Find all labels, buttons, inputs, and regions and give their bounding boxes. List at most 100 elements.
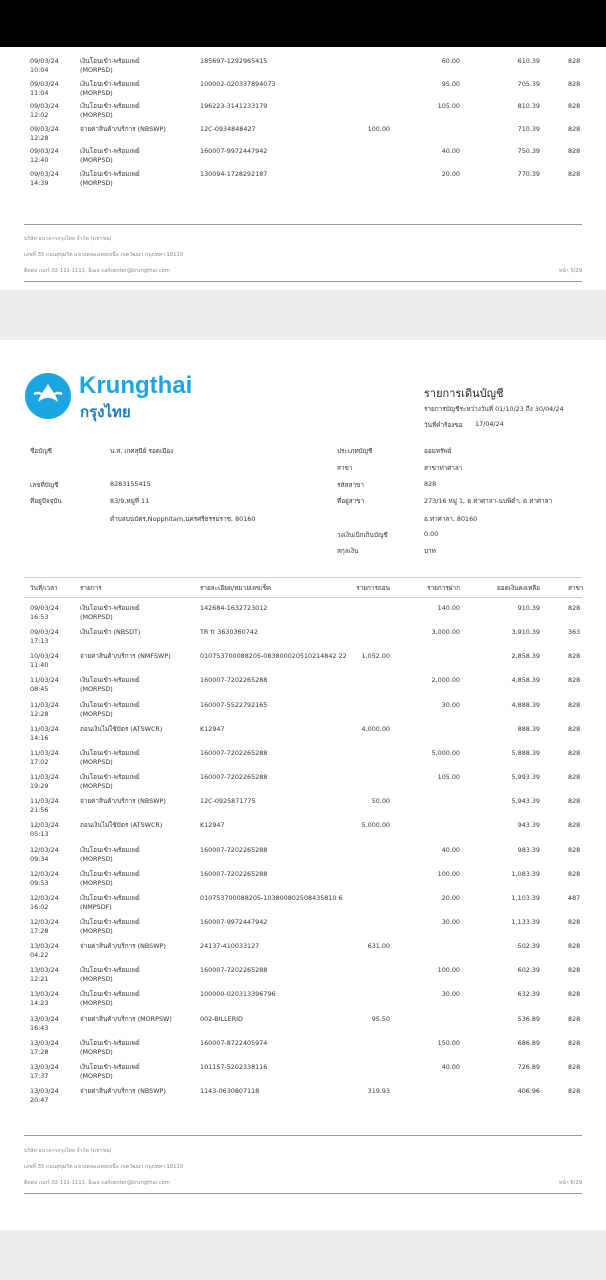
row-date: 11/03/24	[30, 724, 59, 733]
row-time: 12:28	[30, 709, 49, 718]
row-type: จ่ายค่าสินค้า/บริการ (NBSWP)	[80, 1087, 166, 1095]
row-detail: 160007-8722405974	[200, 1038, 268, 1047]
table-row: 11/03/24 08:45 เงินโอนเข้า-พร้อมเพย์ (MORPS…	[0, 676, 606, 700]
row-branch: 828	[568, 676, 581, 685]
row-time: 17:28	[30, 926, 49, 935]
row-balance: 726.89	[517, 1062, 540, 1071]
row-deposit: 3,000.00	[431, 628, 460, 637]
row-branch: 828	[568, 990, 581, 999]
row-balance: 705.39	[517, 79, 540, 88]
row-branch: 828	[568, 821, 581, 830]
account-type: ออมทรัพย์	[424, 447, 452, 455]
row-withdraw: 95.50	[371, 1014, 390, 1023]
row-detail: 002-BILLERID	[200, 1014, 243, 1023]
row-balance: 686.89	[517, 1038, 540, 1047]
row-type: เงินโอนเข้า-พร้อมเพย์	[80, 79, 140, 88]
row-deposit: 150.00	[437, 1038, 460, 1047]
row-time: 09:34	[30, 854, 49, 863]
row-type: เงินโอนเข้า-พร้อมเพย์	[80, 893, 140, 902]
table-row: 12/03/24 09:53 เงินโอนเข้า-พร้อมเพย์ (MORPS…	[0, 870, 606, 894]
account-no: 8283155415	[110, 480, 151, 488]
krungthai-logo: Krungthai กรุงไทย	[24, 370, 194, 425]
row-branch: 828	[568, 1087, 581, 1095]
row-type: เงินโอนเข้า-พร้อมเพย์	[80, 169, 140, 178]
row-deposit: 2,000.00	[431, 676, 460, 685]
row-branch: 828	[568, 724, 581, 733]
row-detail: 160007-5522792165	[200, 700, 268, 709]
footer-company: บริษัท ธนาคารกรุงไทย จำกัด (มหาชน)	[24, 236, 112, 242]
row-type: จ่ายค่าสินค้า/บริการ (NMFSWP)	[80, 652, 171, 661]
row-withdraw: 4,000.00	[361, 724, 390, 733]
row-deposit: 40.00	[441, 845, 460, 854]
row-code: (MORPSD)	[80, 757, 113, 766]
row-time: 12:21	[30, 975, 49, 984]
row-detail: K12947	[200, 724, 225, 733]
row-time: 04:22	[30, 951, 49, 960]
col-balance: ยอดเงินคงเหลือ	[497, 584, 540, 592]
row-time: 17:37	[30, 1071, 49, 1080]
table-row: 09/03/24 12:28 จ่ายค่าสินค้า/บริการ (NBSWP…	[0, 125, 606, 149]
row-withdraw: 50.00	[371, 797, 390, 806]
row-code: (MORPSD)	[80, 66, 113, 74]
branch-address-line1: 273/16 หมู่ 1, ต.ท่าศาลา-นบพิตำ, ต.ท่าศา…	[424, 497, 553, 505]
table-row: 13/03/24 04:22 จ่ายค่าสินค้า/บริการ (NBSWP…	[0, 942, 606, 966]
row-date: 09/03/24	[30, 57, 59, 65]
row-type: เงินโอนเข้า-พร้อมเพย์	[80, 147, 140, 155]
row-time: 14:16	[30, 733, 49, 742]
row-date: 12/03/24	[30, 821, 59, 830]
row-detail: K12947	[200, 821, 225, 830]
row-balance: 602.39	[517, 966, 540, 975]
row-branch: 363	[568, 628, 581, 637]
row-detail: 160007-7202265288	[200, 869, 268, 878]
krungthai-bird-icon	[25, 373, 71, 419]
table-row: 09/03/24 16:53 เงินโอนเข้า-พร้อมเพย์ (MORPS…	[0, 604, 606, 628]
row-balance: 4,858.39	[511, 676, 540, 685]
row-detail: 12C-0934848427	[200, 124, 256, 133]
row-date: 09/03/24	[30, 79, 59, 88]
statement-page-6: Krungthai กรุงไทย รายการเดินบัญชี รายการ…	[0, 340, 606, 1230]
table-row: 09/03/24 14:39 เงินโอนเข้า-พร้อมเพย์ (MORPS…	[0, 170, 606, 194]
row-type: เงินโอนเข้า-พร้อมเพย์	[80, 869, 140, 878]
account-name: น.ส. เกศสุนีย์ รอดเมือง	[110, 447, 174, 455]
row-type: เงินโอนเข้า-พร้อมเพย์	[80, 917, 140, 926]
row-type: จ่ายค่าสินค้า/บริการ (MORPSW)	[80, 1014, 172, 1023]
request-date: 17/04/24	[475, 420, 504, 428]
footer-contact: ติดต่อ เบอร์ 02-111-1111, อีเมล callcent…	[24, 1180, 170, 1186]
branch-code-label: รหัสสาขา	[337, 481, 364, 489]
address-line1: 83/9,หมู่ที่ 11	[110, 497, 150, 505]
row-detail: 12C-0925871775	[200, 797, 256, 806]
row-branch: 828	[568, 1062, 581, 1071]
row-code: (MORPSD)	[80, 878, 113, 887]
row-deposit: 140.00	[437, 604, 460, 612]
branch-address-label: ที่อยู่สาขา	[337, 497, 365, 505]
row-withdraw: 5,000.00	[361, 821, 390, 830]
overdraft-label: วงเงินเบิกเกินบัญชี	[337, 531, 388, 539]
row-code: (MORPSD)	[80, 709, 113, 718]
row-branch: 828	[568, 1038, 581, 1047]
table-row: 09/03/24 10:04 เงินโอนเข้า-พร้อมเพย์ (MORPS…	[0, 57, 606, 81]
row-deposit: 60.00	[441, 57, 460, 65]
row-balance: 1,133.39	[511, 917, 540, 926]
row-type: เงินโอนเข้า-พร้อมเพย์	[80, 1062, 140, 1071]
table-row: 12/03/24 17:28 เงินโอนเข้า-พร้อมเพย์ (MORPS…	[0, 918, 606, 942]
table-row: 12/03/24 05:13 ถอนเงินไม่ใช้บัตร (ATSWCR) K…	[0, 821, 606, 845]
row-balance: 750.39	[517, 147, 540, 155]
row-branch: 828	[568, 748, 581, 757]
row-code: (MORPSD)	[80, 88, 113, 97]
row-date: 13/03/24	[30, 1062, 59, 1071]
row-branch: 828	[568, 79, 581, 88]
row-deposit: 105.00	[437, 773, 460, 782]
row-balance: 5,993.39	[511, 773, 540, 782]
row-date: 13/03/24	[30, 990, 59, 999]
row-type: จ่ายค่าสินค้า/บริการ (NBSWP)	[80, 124, 166, 133]
row-detail: 1143-0630807118	[200, 1087, 260, 1095]
row-date: 13/03/24	[30, 966, 59, 975]
address-line2: ตำบลบนบัตร,Nopphitam,นครศรีธรรมราช, 8016…	[110, 515, 256, 523]
row-detail: 185697-1292965415	[200, 57, 268, 65]
row-type: เงินโอนเข้า-พร้อมเพย์	[80, 57, 140, 65]
divider	[24, 577, 582, 578]
col-deposit: รายการฝาก	[427, 584, 460, 592]
row-time: 12:28	[30, 133, 49, 142]
row-detail: TR fr 3630360742	[200, 628, 258, 637]
row-branch: 828	[568, 773, 581, 782]
